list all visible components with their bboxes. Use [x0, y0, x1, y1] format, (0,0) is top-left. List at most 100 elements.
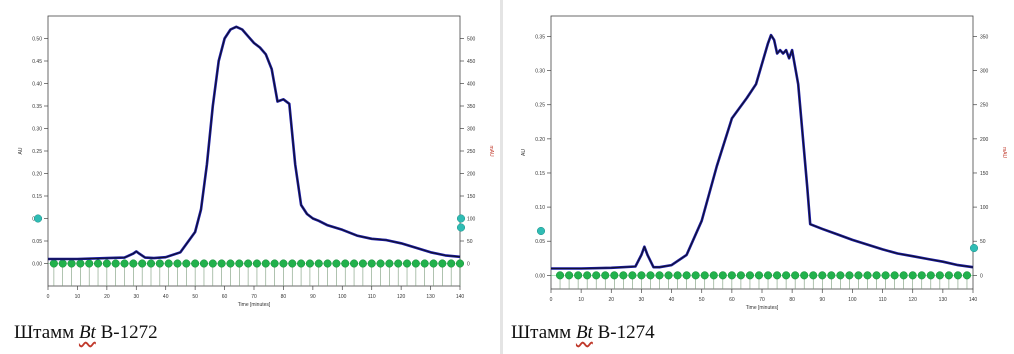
- fraction-marker: [818, 271, 827, 280]
- x-tick-label: 60: [729, 297, 735, 303]
- fraction-marker: [700, 271, 709, 280]
- fraction-marker: [664, 271, 673, 280]
- fraction-marker: [791, 271, 800, 280]
- y-tick-label: 0.50: [32, 37, 42, 43]
- series-line: [48, 25, 461, 261]
- fraction-marker: [120, 259, 129, 268]
- fraction-marker: [682, 271, 691, 280]
- fraction-marker: [217, 259, 226, 268]
- fraction-marker: [881, 271, 890, 280]
- fraction-marker: [646, 271, 655, 280]
- fraction-marker: [809, 271, 818, 280]
- fraction-marker: [76, 259, 85, 268]
- x-tick-label: 20: [104, 294, 110, 300]
- x-tick-label: 130: [426, 294, 435, 300]
- fraction-marker: [173, 259, 182, 268]
- y2-tick-label: 400: [467, 82, 476, 88]
- fraction-marker: [872, 271, 881, 280]
- fraction-marker: [244, 259, 253, 268]
- y2-tick-label: 50: [980, 239, 986, 245]
- x-tick-label: 10: [75, 294, 81, 300]
- y-tick-label: 0.35: [535, 34, 545, 40]
- x-tick-label: 50: [192, 294, 198, 300]
- fraction-marker: [252, 259, 261, 268]
- fraction-marker: [926, 271, 935, 280]
- fraction-marker: [67, 259, 76, 268]
- fraction-marker: [146, 259, 156, 268]
- y2-tick-label: 100: [467, 217, 476, 223]
- y2-tick-label: 200: [467, 172, 476, 178]
- fraction-marker: [191, 259, 200, 268]
- y2-axis-label: mAU: [1001, 147, 1007, 159]
- y2-tick-label: 500: [467, 37, 476, 43]
- y-tick-label: 0.15: [32, 194, 42, 200]
- x-tick-label: 70: [251, 294, 257, 300]
- fraction-marker: [138, 259, 147, 268]
- fraction-marker: [727, 271, 736, 280]
- fraction-marker: [845, 271, 854, 280]
- fraction-marker: [314, 259, 323, 268]
- fraction-marker: [411, 259, 420, 268]
- y-tick-label: 0.25: [32, 149, 42, 155]
- x-tick-label: 140: [969, 297, 978, 303]
- fraction-marker: [341, 259, 350, 268]
- fraction-marker: [709, 271, 718, 280]
- x-tick-label: 100: [848, 297, 857, 303]
- y2-tick-label: 200: [980, 137, 989, 143]
- y-tick-label: 0.10: [535, 205, 545, 211]
- x-tick-label: 120: [397, 294, 406, 300]
- y2-tick-label: 100: [980, 205, 989, 211]
- fraction-marker: [953, 271, 962, 280]
- fraction-marker: [655, 271, 664, 280]
- caption-code: B-1272: [100, 322, 158, 343]
- y-tick-label: 0.00: [535, 273, 545, 279]
- x-tick-label: 60: [222, 294, 228, 300]
- x-tick-label: 140: [456, 294, 465, 300]
- y-tick-label: 0.15: [535, 171, 545, 177]
- x-tick-label: 30: [639, 297, 645, 303]
- y2-tick-label: 350: [980, 34, 989, 40]
- y2-tick-label: 0: [980, 273, 983, 279]
- y-axis-label: AU: [18, 147, 24, 154]
- fraction-marker: [574, 271, 583, 280]
- right-axis-marker: [456, 214, 466, 223]
- fraction-marker: [592, 271, 601, 280]
- y-tick-label: 0.05: [32, 239, 42, 245]
- x-tick-label: 100: [338, 294, 347, 300]
- fraction-marker: [376, 259, 385, 268]
- chromatogram-panel-b1274: 0 10 20 30 40 50 60 70 80 90 100 110 120 130 140 Time […: [503, 0, 1014, 354]
- x-tick-label: 110: [368, 294, 376, 300]
- x-axis-label: Time [minutes]: [746, 305, 779, 310]
- series-line: [551, 33, 974, 270]
- fraction-marker: [420, 259, 429, 268]
- x-tick-label: 90: [820, 297, 826, 303]
- fraction-marker: [332, 259, 341, 268]
- y2-tick-label: 350: [467, 104, 476, 110]
- fraction-marker: [691, 271, 700, 280]
- fraction-marker: [305, 259, 314, 268]
- y-tick-label: 0.25: [535, 103, 545, 109]
- chart-caption-b1272: Штамм Bt B-1272: [14, 322, 158, 344]
- fraction-marker: [628, 271, 637, 280]
- x-tick-label: 0: [47, 294, 50, 300]
- fraction-marker: [279, 259, 288, 268]
- y-axis-label: AU: [521, 149, 527, 156]
- fraction-marker: [583, 271, 592, 280]
- caption-strain: Bt: [78, 322, 96, 343]
- chromatogram-chart-b1274: 0 10 20 30 40 50 60 70 80 90 100 110 120 130 140 Time […: [521, 15, 1007, 310]
- fraction-marker: [129, 259, 138, 268]
- y2-tick-label: 450: [467, 59, 476, 65]
- fraction-marker: [429, 259, 438, 268]
- chromatogram-panel-b1272: 0 10 20 30 40 50 60 70 80 90 100 110 120 130 140 Time […: [0, 0, 500, 354]
- caption-strain: Bt: [575, 322, 593, 343]
- fraction-marker: [367, 259, 376, 268]
- y-tick-label: 0.40: [32, 82, 42, 88]
- left-axis-marker: [536, 226, 546, 236]
- y2-tick-label: 300: [467, 127, 476, 133]
- fraction-marker: [773, 271, 782, 280]
- fraction-marker: [235, 259, 244, 268]
- fraction-marker: [102, 259, 111, 268]
- x-tick-label: 70: [759, 297, 765, 303]
- x-tick-label: 130: [939, 297, 948, 303]
- y-tick-label: 0.30: [32, 127, 42, 133]
